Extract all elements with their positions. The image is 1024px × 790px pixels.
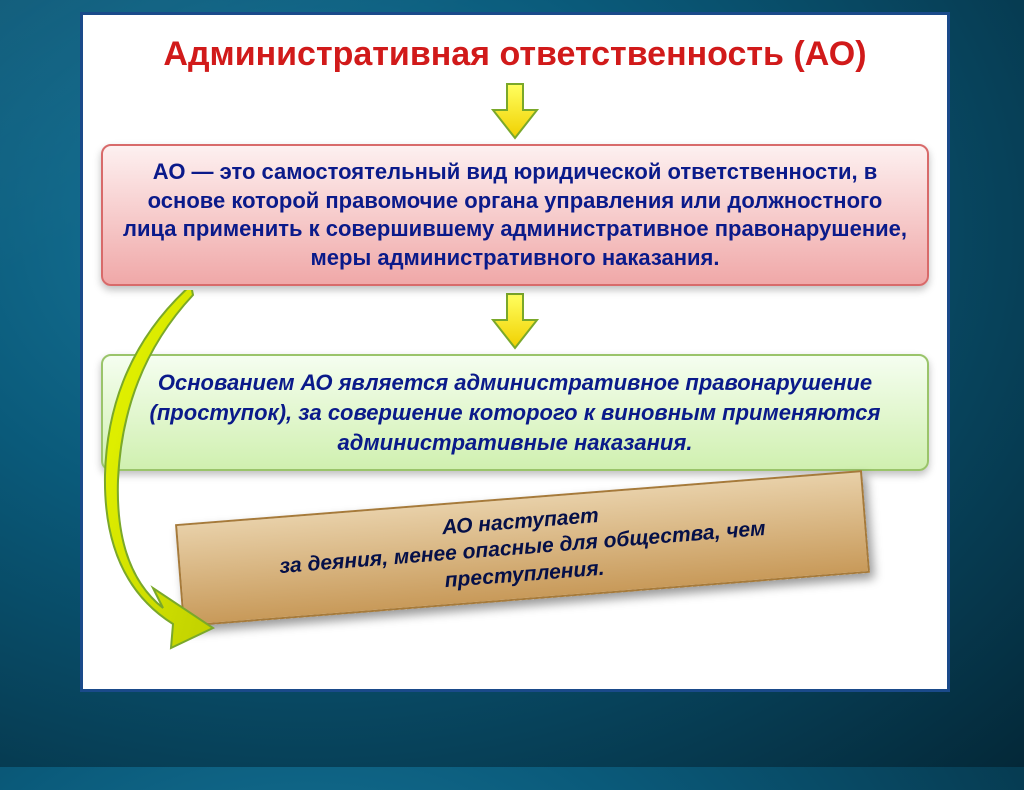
note-text: АО наступает за деяния, менее опасные дл… xyxy=(278,504,766,592)
note-box: АО наступает за деяния, менее опасные дл… xyxy=(175,471,870,627)
basis-text: Основанием АО является административное … xyxy=(150,370,881,454)
arrow-down-2 xyxy=(485,292,545,350)
basis-box: Основанием АО является административное … xyxy=(101,354,929,471)
slide-title: Административная ответственность (АО) xyxy=(97,29,933,84)
slide-content: Административная ответственность (АО) АО… xyxy=(80,12,950,692)
definition-box: АО — это самостоятельный вид юридической… xyxy=(101,144,929,286)
definition-text: АО — это самостоятельный вид юридической… xyxy=(123,159,907,270)
arrow-down-1 xyxy=(485,82,545,140)
